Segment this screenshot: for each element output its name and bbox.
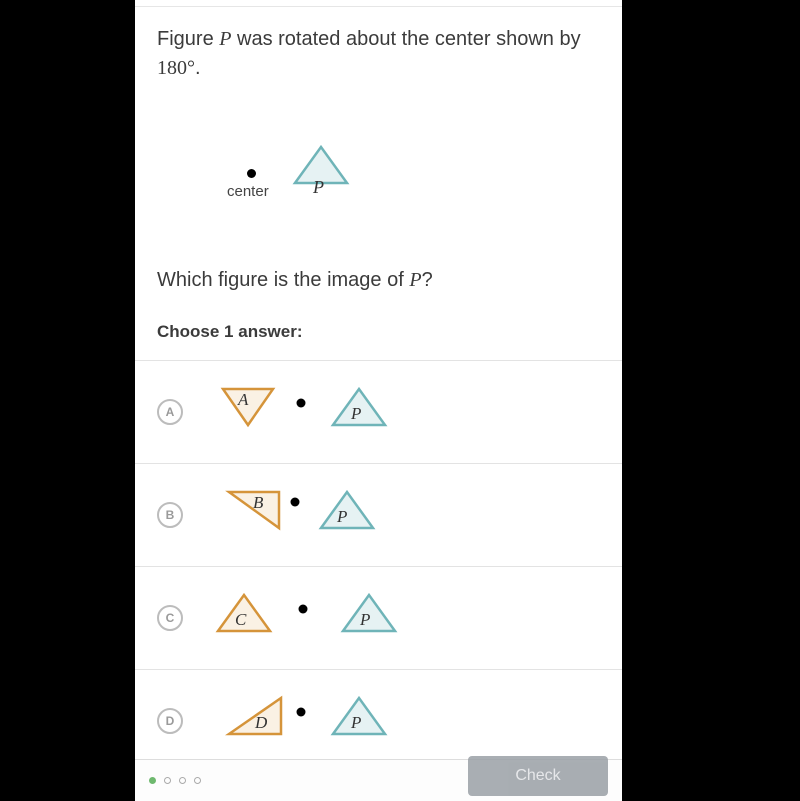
radio-B[interactable]: B [157, 502, 183, 528]
footer-bar: Check [135, 759, 622, 801]
svg-text:C: C [235, 610, 247, 629]
svg-text:A: A [237, 390, 249, 409]
progress-dot-1[interactable] [164, 777, 171, 784]
progress-dot-2[interactable] [179, 777, 186, 784]
svg-text:P: P [350, 404, 361, 423]
answer-choice-D[interactable]: DDP [135, 669, 622, 759]
answer-figure-A: AP [203, 377, 600, 447]
choose-label: Choose 1 answer: [135, 322, 622, 360]
prompt-post: . [195, 57, 201, 79]
answer-figure-D: DP [203, 686, 600, 756]
triangle-P-icon [135, 89, 435, 259]
app-frame: Figure P was rotated about the center sh… [135, 0, 622, 801]
progress-dot-0[interactable] [149, 777, 156, 784]
prompt-mid: was rotated about the center shown by [231, 28, 580, 50]
prompt-deg: 180° [157, 57, 195, 79]
answer-choice-C[interactable]: CCP [135, 566, 622, 669]
question-content: Figure P was rotated about the center sh… [135, 0, 622, 759]
answer-svg-C: CP [203, 583, 463, 643]
svg-text:P: P [350, 713, 361, 732]
answer-svg-D: DP [203, 686, 463, 746]
radio-D[interactable]: D [157, 708, 183, 734]
svg-text:P: P [359, 610, 370, 629]
check-button[interactable]: Check [468, 756, 608, 796]
label-P: P [313, 177, 324, 198]
answers-list: AAPBBPCCPDDP [135, 360, 622, 759]
svg-text:P: P [336, 507, 347, 526]
progress-dots [149, 777, 201, 784]
answer-svg-A: AP [203, 377, 463, 437]
answer-choice-A[interactable]: AAP [135, 360, 622, 463]
main-figure: center P [135, 89, 622, 259]
prompt-pre: Figure [157, 28, 219, 50]
svg-text:D: D [254, 713, 268, 732]
question-text: Which figure is the image of P? [135, 259, 622, 322]
progress-dot-3[interactable] [194, 777, 201, 784]
answer-choice-B[interactable]: BBP [135, 463, 622, 566]
answer-svg-B: BP [203, 480, 463, 540]
radio-A[interactable]: A [157, 399, 183, 425]
svg-text:B: B [253, 493, 264, 512]
prompt-var-P: P [219, 28, 231, 50]
answer-figure-B: BP [203, 480, 600, 550]
radio-C[interactable]: C [157, 605, 183, 631]
answer-figure-C: CP [203, 583, 600, 653]
prompt-text: Figure P was rotated about the center sh… [135, 7, 622, 89]
